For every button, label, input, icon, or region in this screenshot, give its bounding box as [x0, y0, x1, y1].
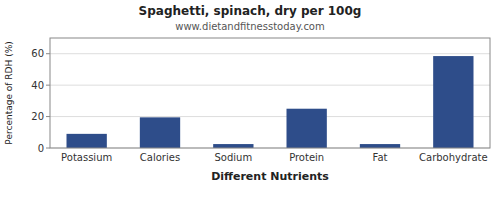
plot-frame [50, 38, 490, 148]
title: Spaghetti, spinach, dry per 100g [139, 4, 362, 18]
tick-label: 60 [31, 48, 44, 59]
chart-svg: Spaghetti, spinach, dry per 100g www.diet… [0, 0, 500, 200]
category-label: Potassium [61, 152, 112, 163]
tick-mark [46, 53, 50, 54]
category-label: Calories [140, 152, 180, 163]
tick-label: 40 [31, 80, 44, 91]
bar [213, 144, 253, 148]
bar [67, 134, 107, 148]
y-axis-label: Percentage of RDH (%) [4, 41, 14, 144]
tick-label: 20 [31, 111, 44, 122]
x-axis-label: Different Nutrients [211, 170, 329, 183]
grid [50, 54, 490, 148]
y-ticks: 0 20 40 60 [31, 48, 50, 153]
bars [67, 56, 474, 148]
bar [140, 117, 180, 148]
tick-mark [46, 148, 50, 149]
category-label: Sodium [214, 152, 252, 163]
tick-mark [46, 85, 50, 86]
grid-line [50, 85, 490, 86]
x-ticks: Potassium Calories Sodium Protein Fat Carbohy… [61, 152, 488, 163]
grid-line [50, 53, 490, 54]
tick-mark [46, 116, 50, 117]
bar [360, 144, 400, 148]
category-label: Fat [373, 152, 388, 163]
chart-container: Spaghetti, spinach, dry per 100g www.diet… [0, 0, 500, 200]
bar [433, 56, 473, 148]
category-label: Protein [289, 152, 324, 163]
subtitle: www.dietandfitnesstoday.com [175, 21, 324, 32]
bar [287, 109, 327, 148]
grid-line [50, 116, 490, 117]
category-label: Carbohydrate [419, 152, 488, 163]
tick-label: 0 [38, 143, 44, 154]
